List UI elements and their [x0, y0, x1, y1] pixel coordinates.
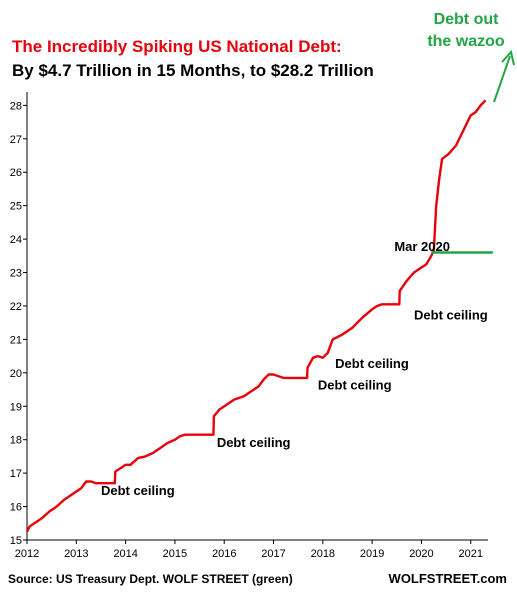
- debt-ceiling-label: Debt ceiling: [318, 378, 392, 393]
- x-tick-label: 2014: [113, 548, 137, 560]
- site-name: WOLFSTREET.com: [389, 571, 507, 586]
- y-tick-label: 23: [10, 268, 22, 280]
- debt-out-callout: Debt out the wazoo: [427, 11, 515, 103]
- y-tick-label: 27: [10, 134, 22, 146]
- debt-ceiling-label: Debt ceiling: [414, 307, 488, 322]
- plot-area: [25, 99, 493, 533]
- x-tick-label: 2019: [360, 548, 384, 560]
- y-tick-label: 24: [10, 234, 22, 246]
- x-tick-label: 2015: [163, 548, 187, 560]
- debt-ceiling-label: Debt ceiling: [101, 483, 175, 498]
- callout-arrow-shaft: [493, 55, 511, 103]
- y-tick-label: 15: [10, 535, 22, 547]
- y-tick-label: 19: [10, 401, 22, 413]
- y-tick-label: 18: [10, 435, 22, 447]
- mar-2020-label: Mar 2020: [394, 239, 450, 254]
- y-tick-label: 20: [10, 368, 22, 380]
- callout-line-2: the wazoo: [427, 33, 505, 50]
- y-tick-label: 26: [10, 167, 22, 179]
- x-tick-label: 2018: [311, 548, 335, 560]
- y-tick-label: 22: [10, 301, 22, 313]
- chart-title: The Incredibly Spiking US National Debt:: [12, 37, 342, 56]
- x-tick-label: 2021: [459, 548, 483, 560]
- x-tick-label: 2013: [64, 548, 88, 560]
- y-tick-label: 21: [10, 334, 22, 346]
- debt-ceiling-label: Debt ceiling: [217, 435, 291, 450]
- debt-series-line: [25, 99, 487, 533]
- x-tick-label: 2020: [409, 548, 433, 560]
- y-tick-label: 17: [10, 468, 22, 480]
- x-tick-label: 2016: [212, 548, 236, 560]
- y-tick-label: 16: [10, 502, 22, 514]
- debt-ceiling-label: Debt ceiling: [335, 356, 409, 371]
- callout-arrow-head: [501, 49, 515, 66]
- annotations: Debt ceiling Debt ceiling Debt ceiling Debt…: [101, 239, 488, 498]
- source-note: Source: US Treasury Dept. WOLF STREET (g…: [8, 572, 293, 586]
- y-tick-label: 25: [10, 201, 22, 213]
- x-tick-label: 2017: [261, 548, 285, 560]
- callout-line-1: Debt out: [434, 11, 500, 28]
- y-tick-label: 28: [10, 100, 22, 112]
- chart-subtitle: By $4.7 Trillion in 15 Months, to $28.2 …: [12, 61, 374, 80]
- x-tick-label: 2012: [15, 548, 39, 560]
